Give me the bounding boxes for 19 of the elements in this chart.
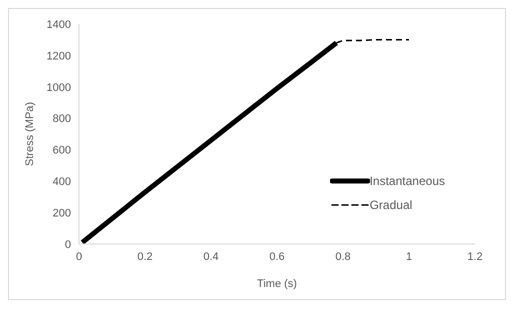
x-tick-label: 0.2 xyxy=(137,250,153,263)
x-tick-label: 0.6 xyxy=(269,250,285,263)
y-axis-title: Stress (MPa) xyxy=(24,102,36,166)
y-tick-label: 800 xyxy=(52,113,71,126)
y-tick-label: 600 xyxy=(52,144,71,157)
legend-label: Gradual xyxy=(370,198,412,212)
x-axis-title: Time (s) xyxy=(257,278,297,290)
y-tick-label: 1200 xyxy=(46,50,71,62)
x-tick-label: 0 xyxy=(76,250,82,263)
x-tick-label: 1.2 xyxy=(467,250,483,263)
y-tick-label: 1000 xyxy=(46,82,71,94)
y-tick-label: 200 xyxy=(52,207,71,220)
x-tick-label: 1 xyxy=(406,250,412,263)
legend-label: Instantaneous xyxy=(370,174,445,188)
y-tick-label: 0 xyxy=(64,238,71,251)
x-tick-label: 0.4 xyxy=(203,250,219,263)
x-tick-label: 0.8 xyxy=(335,250,351,263)
y-tick-label: 1400 xyxy=(46,18,71,31)
y-tick-label: 400 xyxy=(52,176,71,188)
